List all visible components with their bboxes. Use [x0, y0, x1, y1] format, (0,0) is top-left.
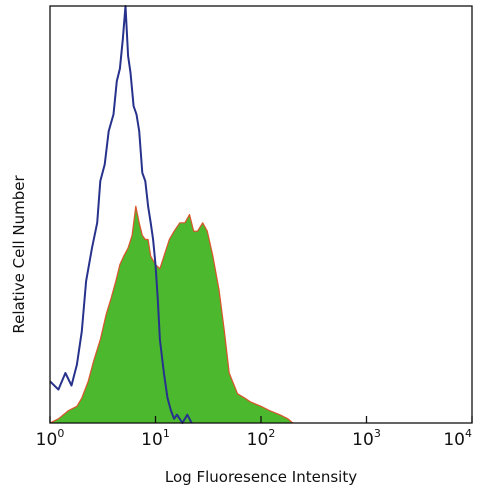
x-axis-label: Log Fluoresence Intensity [165, 468, 357, 486]
x-tick-label-3: 103 [352, 427, 381, 450]
series-0-area [50, 206, 293, 423]
y-axis-label: Relative Cell Number [10, 175, 28, 334]
x-tick-label-0: 100 [36, 427, 65, 450]
series-1-line [49, 5, 193, 424]
series-0-line [49, 205, 294, 424]
x-tick-label-1: 101 [141, 427, 170, 450]
x-tick-label-4: 104 [443, 427, 472, 450]
x-tick-label-2: 102 [247, 427, 276, 450]
x-axis-ticks: 100 101 102 103 104 [36, 416, 473, 450]
series-layer [49, 5, 294, 424]
